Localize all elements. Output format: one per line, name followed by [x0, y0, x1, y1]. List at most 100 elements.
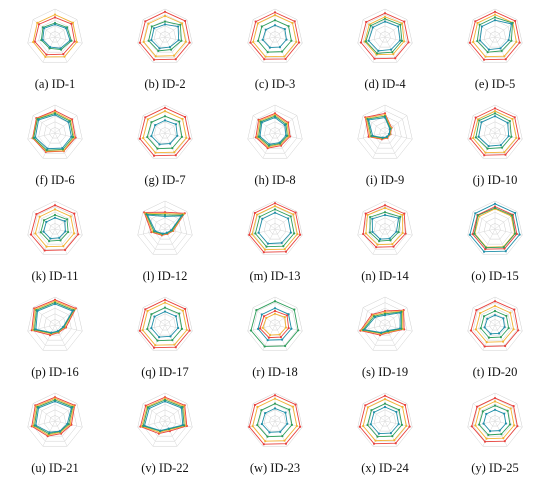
radar-panel: (r) ID-18: [220, 288, 330, 384]
data-point: [185, 136, 188, 139]
data-point: [147, 22, 150, 25]
data-point: [403, 20, 406, 23]
data-point: [395, 230, 398, 233]
data-point: [53, 216, 57, 219]
data-point: [36, 21, 39, 24]
data-point: [289, 215, 292, 218]
data-point: [482, 315, 486, 318]
data-point: [401, 213, 404, 217]
data-point: [472, 136, 475, 140]
data-point: [474, 328, 477, 331]
data-point: [268, 143, 271, 146]
data-point: [403, 212, 406, 215]
data-point: [398, 39, 402, 42]
data-point: [46, 147, 49, 150]
data-point: [56, 329, 60, 333]
data-point: [273, 11, 277, 14]
grid-ring: [159, 31, 171, 43]
grid-spoke: [274, 228, 288, 255]
data-point: [258, 327, 262, 330]
data-point: [174, 315, 178, 318]
data-point: [34, 424, 37, 427]
data-point: [364, 232, 367, 235]
data-point: [263, 58, 266, 61]
series-line: [370, 406, 400, 435]
grid-spoke: [262, 36, 276, 63]
series-line: [34, 399, 73, 435]
data-point: [169, 48, 173, 51]
data-point: [487, 145, 490, 148]
grid-spoke: [164, 420, 178, 447]
data-point: [48, 431, 51, 434]
radar-panel: (a) ID-1: [0, 0, 110, 96]
radar-chart: [357, 104, 413, 159]
data-point: [296, 233, 299, 236]
data-point: [293, 232, 296, 235]
data-point: [518, 41, 521, 44]
data-point: [484, 55, 487, 58]
data-point: [273, 202, 277, 205]
grid-ring: [38, 19, 72, 53]
grid-ring: [483, 121, 507, 144]
data-point: [144, 116, 147, 119]
data-point: [287, 25, 290, 28]
grid-spoke: [42, 324, 56, 351]
data-point: [504, 422, 508, 425]
grid-ring: [467, 392, 523, 447]
data-point: [53, 400, 57, 403]
data-point: [493, 408, 497, 411]
data-point: [288, 408, 291, 411]
data-point: [299, 425, 302, 428]
data-point: [278, 141, 281, 144]
panel-caption: (o) ID-15: [471, 269, 519, 283]
grid-ring: [489, 415, 501, 427]
data-point: [284, 326, 288, 329]
data-point: [485, 437, 488, 440]
series-line: [474, 400, 515, 440]
data-point: [512, 405, 515, 408]
data-point: [383, 405, 387, 409]
data-point: [146, 213, 149, 217]
data-point: [498, 429, 501, 432]
data-point: [479, 312, 482, 315]
data-point: [278, 333, 281, 336]
data-point: [264, 412, 267, 415]
data-point: [48, 240, 51, 243]
data-point: [509, 407, 512, 410]
series-line: [484, 314, 506, 335]
series-line: [252, 14, 297, 58]
data-point: [515, 40, 518, 43]
grid-spoke: [152, 36, 166, 63]
data-point: [493, 304, 497, 308]
data-point: [156, 339, 159, 342]
grid-ring: [269, 127, 281, 139]
data-point: [383, 213, 387, 217]
data-point: [473, 232, 476, 235]
data-point: [142, 136, 145, 140]
grid-spoke: [274, 420, 288, 447]
data-point: [69, 215, 72, 218]
data-point: [284, 250, 288, 253]
grid-ring: [27, 200, 83, 255]
series-line: [146, 115, 183, 150]
series-line: [469, 107, 520, 156]
data-point: [501, 340, 505, 343]
data-point: [141, 329, 144, 332]
data-point: [159, 429, 162, 432]
series-line: [33, 112, 74, 151]
data-point: [369, 423, 372, 426]
data-point: [77, 233, 80, 236]
series-line: [139, 396, 188, 435]
radar-chart: [467, 200, 523, 255]
data-point: [481, 410, 485, 413]
radar-panel: (q) ID-17: [110, 288, 220, 384]
data-point: [383, 116, 387, 119]
data-point: [33, 40, 36, 43]
grid-ring: [379, 319, 391, 331]
grid-ring: [373, 313, 397, 336]
radar-chart: [357, 8, 413, 63]
data-point: [511, 117, 514, 121]
data-point: [508, 423, 512, 426]
data-point: [150, 327, 153, 330]
data-point: [265, 245, 268, 248]
